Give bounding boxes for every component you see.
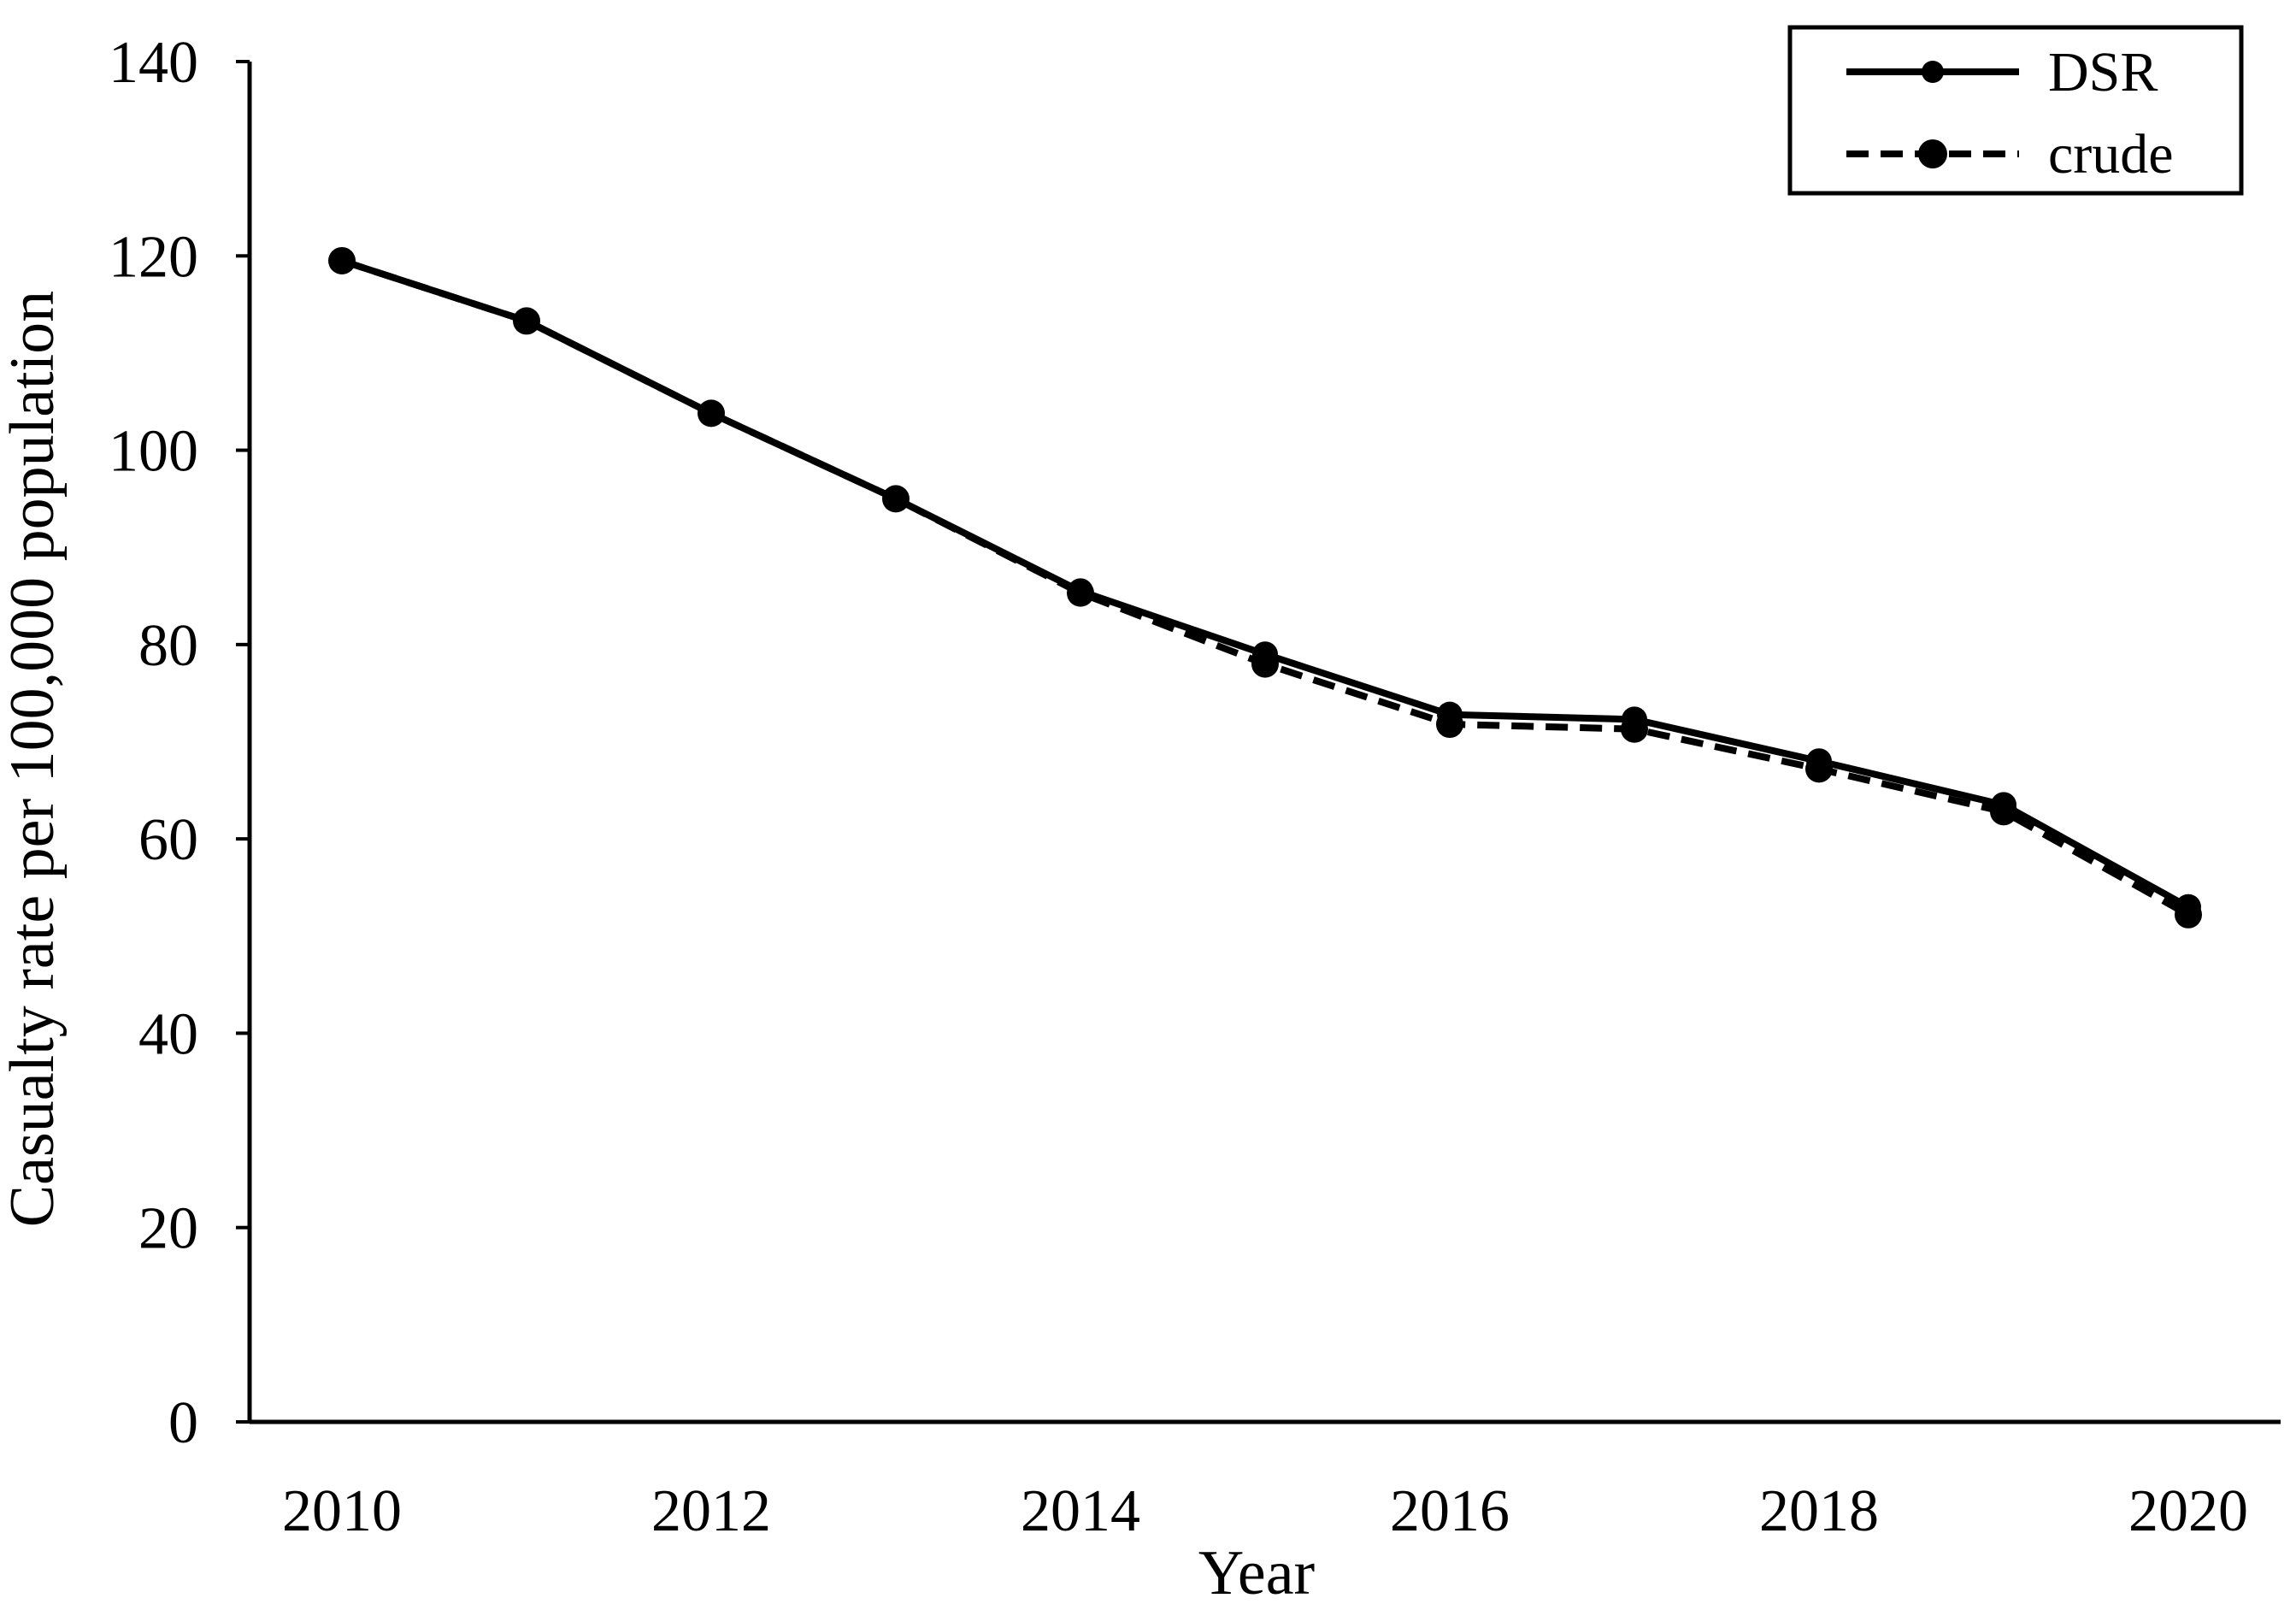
series-dsr <box>329 247 2201 920</box>
y-tick-label: 120 <box>109 224 198 290</box>
series-crude <box>328 246 2202 929</box>
legend-label-crude: crude <box>2048 123 2174 186</box>
data-point-dsr <box>1622 706 1647 733</box>
legend-items: DSR crude <box>1846 41 2174 186</box>
legend-marker-dsr <box>1922 61 1944 83</box>
y-axis-title: Casualty rate per 100,000 population <box>0 291 68 1227</box>
data-point-dsr <box>1437 701 1463 728</box>
x-axis-title: Year <box>1198 1538 1315 1608</box>
y-tick-label: 100 <box>109 419 198 485</box>
series-line-crude <box>340 257 2190 918</box>
data-point-dsr <box>329 247 355 274</box>
legend: DSR crude <box>1787 25 2244 196</box>
y-tick-label: 20 <box>138 1196 198 1262</box>
data-point-dsr <box>514 308 539 334</box>
y-tick-label: 80 <box>138 613 198 679</box>
x-tick-label: 2020 <box>2128 1478 2248 1544</box>
y-axis-ticks: 0 20 40 60 80 100 120 140 <box>109 30 250 1456</box>
y-tick-label: 0 <box>168 1390 198 1456</box>
legend-box <box>1787 25 2244 196</box>
legend-item-crude: crude <box>1846 123 2174 186</box>
legend-item-dsr: DSR <box>1846 41 2158 103</box>
x-tick-label: 2014 <box>1021 1478 1140 1544</box>
data-point-dsr <box>1068 578 1093 604</box>
y-tick-label: 40 <box>138 1001 198 1067</box>
x-tick-label: 2016 <box>1390 1478 1510 1544</box>
y-tick-label: 60 <box>138 807 198 873</box>
data-point-dsr <box>1806 748 1832 775</box>
data-point-dsr <box>1252 641 1278 668</box>
series-layer <box>328 246 2202 929</box>
y-tick-label: 140 <box>109 30 198 96</box>
data-point-dsr <box>698 400 724 427</box>
legend-marker-crude <box>1918 139 1947 168</box>
x-tick-label: 2012 <box>651 1478 771 1544</box>
data-point-dsr <box>1991 792 2016 818</box>
x-tick-label: 2010 <box>282 1478 402 1544</box>
data-point-dsr <box>883 486 909 512</box>
data-point-dsr <box>2175 893 2201 920</box>
series-line-dsr <box>340 257 2190 911</box>
x-axis-ticks: 2010 2012 2014 2016 2018 2020 <box>282 1478 2248 1544</box>
legend-label-dsr: DSR <box>2048 41 2158 103</box>
x-tick-label: 2018 <box>1759 1478 1879 1544</box>
